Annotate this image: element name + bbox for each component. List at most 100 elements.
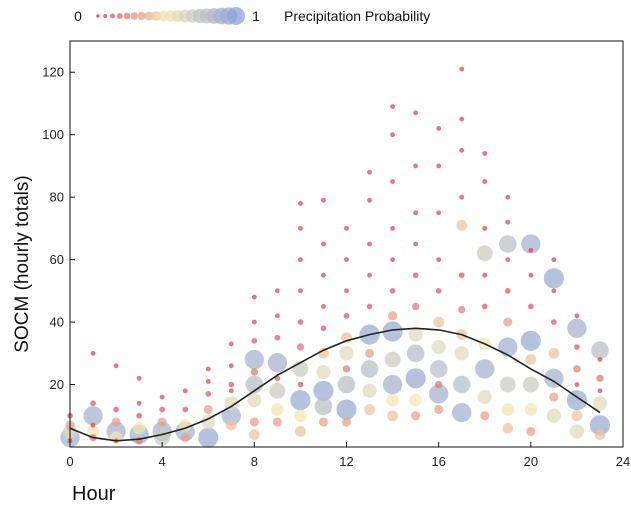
data-points xyxy=(60,66,611,448)
data-point xyxy=(83,406,103,426)
data-point xyxy=(367,241,372,247)
data-point xyxy=(412,272,419,279)
data-point xyxy=(228,341,234,347)
data-point xyxy=(250,368,259,376)
data-point xyxy=(245,375,264,394)
data-point xyxy=(480,411,490,421)
y-tick-label: 80 xyxy=(50,190,64,205)
data-point xyxy=(592,396,608,411)
data-point xyxy=(522,376,539,393)
data-point xyxy=(591,341,609,359)
data-point xyxy=(386,393,399,407)
data-point xyxy=(521,234,541,254)
data-point xyxy=(297,225,303,231)
data-point xyxy=(320,325,327,332)
data-point xyxy=(405,368,426,389)
y-tick-label: 100 xyxy=(42,127,64,142)
x-tick-label: 20 xyxy=(524,454,538,469)
data-point xyxy=(597,357,603,362)
data-point xyxy=(132,422,146,435)
data-point xyxy=(321,197,326,203)
data-point xyxy=(294,409,307,423)
data-point xyxy=(413,110,419,116)
data-point xyxy=(382,321,403,342)
data-point xyxy=(205,391,212,397)
legend-dot xyxy=(144,11,154,21)
data-point xyxy=(566,390,587,411)
data-point xyxy=(251,294,257,300)
data-point xyxy=(502,422,514,434)
data-point xyxy=(574,382,580,387)
data-point xyxy=(459,66,465,72)
data-point xyxy=(344,257,349,263)
data-point xyxy=(594,429,606,440)
y-tick-label: 20 xyxy=(50,377,64,392)
x-tick-label: 4 xyxy=(159,454,166,469)
data-point xyxy=(589,415,611,436)
data-point xyxy=(527,303,534,310)
data-point xyxy=(387,410,398,422)
data-point xyxy=(136,412,142,419)
data-point xyxy=(413,210,419,216)
data-point xyxy=(501,403,515,416)
data-point xyxy=(528,272,534,278)
data-point xyxy=(567,318,587,338)
data-point xyxy=(436,163,442,169)
data-point xyxy=(342,365,351,373)
data-point xyxy=(549,392,559,402)
legend-dot xyxy=(137,11,146,21)
legend-dot xyxy=(123,12,131,20)
x-tick-label: 16 xyxy=(431,454,445,469)
data-point xyxy=(318,417,329,427)
data-point xyxy=(436,126,442,131)
data-point xyxy=(313,380,334,401)
data-point xyxy=(297,257,303,263)
data-point xyxy=(136,375,142,381)
data-point xyxy=(111,417,121,427)
data-point xyxy=(433,316,445,328)
data-point xyxy=(434,404,444,415)
data-point xyxy=(499,376,516,393)
data-point xyxy=(475,359,495,379)
legend-dot xyxy=(109,13,116,19)
data-point xyxy=(505,194,511,200)
x-axis-label: Hour xyxy=(72,483,116,505)
data-point xyxy=(574,313,580,319)
data-point xyxy=(366,303,373,310)
y-axis-label: SOCM (hourly totals) xyxy=(12,175,33,352)
data-point xyxy=(390,179,396,184)
data-point xyxy=(367,197,372,203)
data-point xyxy=(198,427,219,448)
data-point xyxy=(341,417,352,427)
data-point xyxy=(411,411,421,421)
data-point xyxy=(504,287,511,294)
data-point xyxy=(228,388,234,394)
data-point xyxy=(90,422,96,428)
data-point xyxy=(551,257,557,263)
data-point xyxy=(90,350,96,356)
data-point xyxy=(272,417,282,427)
legend-min-label: 0 xyxy=(74,8,82,24)
data-point xyxy=(435,287,442,294)
data-point xyxy=(362,383,377,398)
data-point xyxy=(297,288,303,294)
data-point xyxy=(413,163,419,169)
trend-line xyxy=(69,327,601,442)
data-point xyxy=(267,353,288,373)
data-point xyxy=(205,366,211,372)
data-point xyxy=(178,418,192,432)
data-point xyxy=(337,375,356,394)
data-point xyxy=(543,268,564,289)
data-point xyxy=(157,417,167,427)
data-point xyxy=(159,406,166,413)
y-tick-label: 120 xyxy=(42,65,64,80)
data-point xyxy=(159,394,165,400)
data-point xyxy=(431,339,446,355)
data-point xyxy=(367,272,372,278)
data-point xyxy=(274,288,280,294)
data-point xyxy=(314,397,333,416)
data-point xyxy=(388,311,398,321)
data-point xyxy=(544,368,564,388)
data-point xyxy=(571,410,583,422)
data-point xyxy=(251,319,257,325)
